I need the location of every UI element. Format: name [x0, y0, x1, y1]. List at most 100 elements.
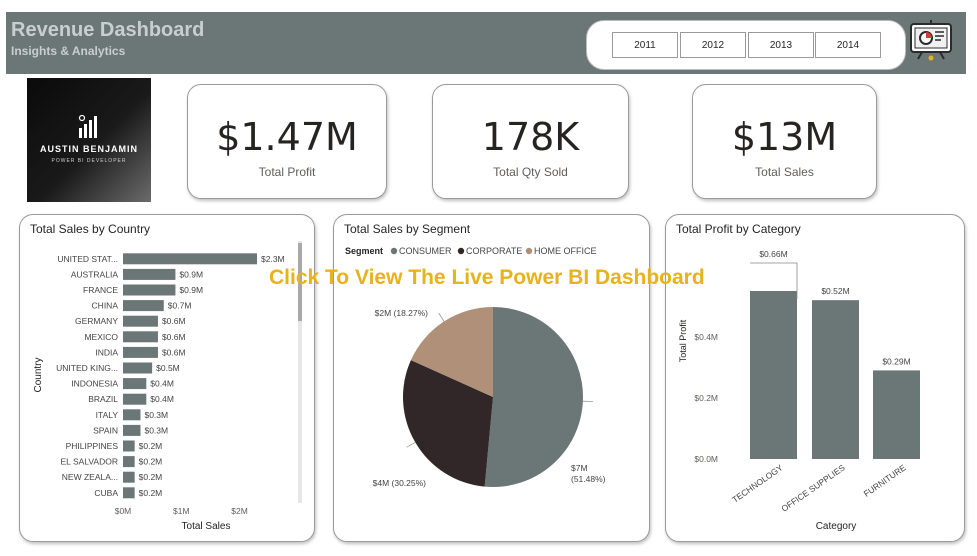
- country-bar[interactable]: [123, 424, 141, 436]
- country-bar-chart: UNITED STAT... $2.3M AUSTRALIA $0.9M FRANCE $…: [33, 241, 302, 532]
- country-bar[interactable]: [123, 409, 141, 421]
- category-data-label: $0.66M: [759, 249, 787, 259]
- country-chart-panel[interactable]: Total Sales by Country UNITED STAT... $2.…: [19, 214, 315, 542]
- kpi-label: Total Profit: [258, 165, 316, 179]
- country-data-label: $0.7M: [168, 301, 192, 311]
- country-data-label: $0.5M: [156, 363, 180, 373]
- pie-data-label: $2M (18.27%): [375, 308, 429, 318]
- country-data-label: $0.6M: [162, 332, 186, 342]
- country-bar[interactable]: [123, 487, 135, 499]
- presentation-icon[interactable]: [908, 18, 954, 62]
- scrollbar-thumb[interactable]: [298, 243, 302, 321]
- country-x-tick: $0M: [115, 506, 132, 516]
- live-dashboard-link[interactable]: Click To View The Live Power BI Dashboar…: [269, 266, 705, 289]
- year-button-2013[interactable]: 2013: [748, 32, 814, 58]
- country-data-label: $0.2M: [139, 472, 163, 482]
- category-bar-chart: $0.0M $0.2M $0.4M Total Profit $0.66M TECHNOL…: [678, 249, 920, 532]
- country-data-label: $0.3M: [144, 425, 168, 435]
- category-x-tick: FURNITURE: [862, 462, 908, 499]
- country-tick-label: INDIA: [95, 347, 118, 357]
- logo-role: POWER BI DEVELOPER: [51, 158, 127, 164]
- pie-slice[interactable]: [403, 360, 493, 487]
- country-data-label: $0.2M: [139, 441, 163, 451]
- country-bar[interactable]: [123, 331, 158, 343]
- kpi-value: $1.47M: [216, 115, 358, 159]
- country-data-label: $2.3M: [261, 254, 285, 264]
- country-bar[interactable]: [123, 253, 257, 265]
- country-tick-label: INDONESIA: [71, 379, 118, 389]
- category-x-axis-label: Category: [816, 521, 857, 532]
- pie-leader-line: [406, 441, 416, 448]
- category-y-tick: $0.0M: [694, 454, 718, 464]
- country-tick-label: PHILIPPINES: [66, 441, 119, 451]
- pie-data-label: $7M: [571, 463, 588, 473]
- bar-chart-logo-icon: [78, 114, 97, 138]
- country-tick-label: EL SALVADOR: [61, 457, 118, 467]
- country-y-axis-label: Country: [33, 357, 44, 392]
- country-tick-label: UNITED STAT...: [57, 254, 118, 264]
- country-bar[interactable]: [123, 346, 158, 358]
- country-x-axis-label: Total Sales: [182, 521, 231, 532]
- legend-marker[interactable]: [457, 247, 465, 255]
- category-bar[interactable]: [873, 370, 920, 459]
- country-data-label: $0.4M: [150, 394, 174, 404]
- country-tick-label: CHINA: [92, 301, 119, 311]
- pie-slice[interactable]: [484, 307, 584, 487]
- legend-marker[interactable]: [525, 247, 533, 255]
- country-bar[interactable]: [123, 456, 135, 468]
- year-button-2012[interactable]: 2012: [680, 32, 746, 58]
- country-tick-label: AUSTRALIA: [71, 269, 119, 279]
- page-subtitle: Insights & Analytics: [11, 44, 126, 58]
- country-chart-title: Total Sales by Country: [30, 222, 151, 236]
- year-button-2011[interactable]: 2011: [612, 32, 678, 58]
- legend-entry[interactable]: CORPORATE: [466, 246, 522, 256]
- legend-entry[interactable]: HOME OFFICE: [534, 246, 597, 256]
- category-bar[interactable]: [812, 300, 859, 459]
- segment-chart-panel[interactable]: Total Sales by Segment Segment CONSUMER CO…: [333, 214, 650, 542]
- country-tick-label: UNITED KING...: [56, 363, 118, 373]
- country-data-label: $0.2M: [139, 457, 163, 467]
- country-bar[interactable]: [123, 315, 158, 327]
- page-title: Revenue Dashboard: [11, 19, 205, 41]
- brand-logo: AUSTIN BENJAMIN POWER BI DEVELOPER: [27, 78, 151, 202]
- category-bar[interactable]: [750, 291, 797, 459]
- country-data-label: $0.4M: [150, 379, 174, 389]
- category-data-label: $0.52M: [821, 286, 849, 296]
- pie-data-label: $4M (30.25%): [373, 478, 427, 488]
- logo-name: AUSTIN BENJAMIN: [39, 144, 138, 154]
- kpi-label: Total Sales: [755, 165, 814, 179]
- category-y-tick: $0.2M: [694, 393, 718, 403]
- category-data-label: $0.29M: [882, 356, 910, 366]
- kpi-label: Total Qty Sold: [493, 165, 568, 179]
- country-x-tick: $2M: [231, 506, 248, 516]
- country-bar[interactable]: [123, 300, 164, 312]
- segment-chart-title: Total Sales by Segment: [344, 222, 471, 236]
- kpi-card-total-qty-sold[interactable]: 178K Total Qty Sold: [432, 84, 629, 199]
- country-tick-label: NEW ZEALA...: [62, 472, 118, 482]
- country-tick-label: GERMANY: [75, 316, 118, 326]
- country-x-tick: $1M: [173, 506, 190, 516]
- pie-slice[interactable]: [410, 307, 493, 397]
- country-bar[interactable]: [123, 393, 147, 405]
- country-tick-label: MEXICO: [84, 332, 118, 342]
- pie-leader-line: [438, 312, 445, 322]
- kpi-value: $13M: [731, 115, 838, 159]
- kpi-card-total-sales[interactable]: $13M Total Sales: [692, 84, 877, 199]
- year-button-2014[interactable]: 2014: [815, 32, 881, 58]
- category-overflow-outline: [750, 262, 798, 299]
- kpi-card-total-profit[interactable]: $1.47M Total Profit: [187, 84, 387, 199]
- legend-entry[interactable]: CONSUMER: [399, 246, 452, 256]
- category-chart-panel[interactable]: Total Profit by Category $0.0M $0.2M $0.4M…: [665, 214, 965, 542]
- scrollbar-track[interactable]: [298, 241, 302, 503]
- country-data-label: $0.9M: [179, 269, 203, 279]
- country-bar[interactable]: [123, 362, 153, 374]
- country-data-label: $0.6M: [162, 316, 186, 326]
- legend-title: Segment: [345, 246, 383, 256]
- country-bar[interactable]: [123, 471, 135, 483]
- category-y-axis-label: Total Profit: [678, 319, 688, 362]
- legend-marker[interactable]: [390, 247, 398, 255]
- country-bar[interactable]: [123, 268, 176, 280]
- country-bar[interactable]: [123, 378, 147, 390]
- country-bar[interactable]: [123, 284, 176, 296]
- country-bar[interactable]: [123, 440, 135, 452]
